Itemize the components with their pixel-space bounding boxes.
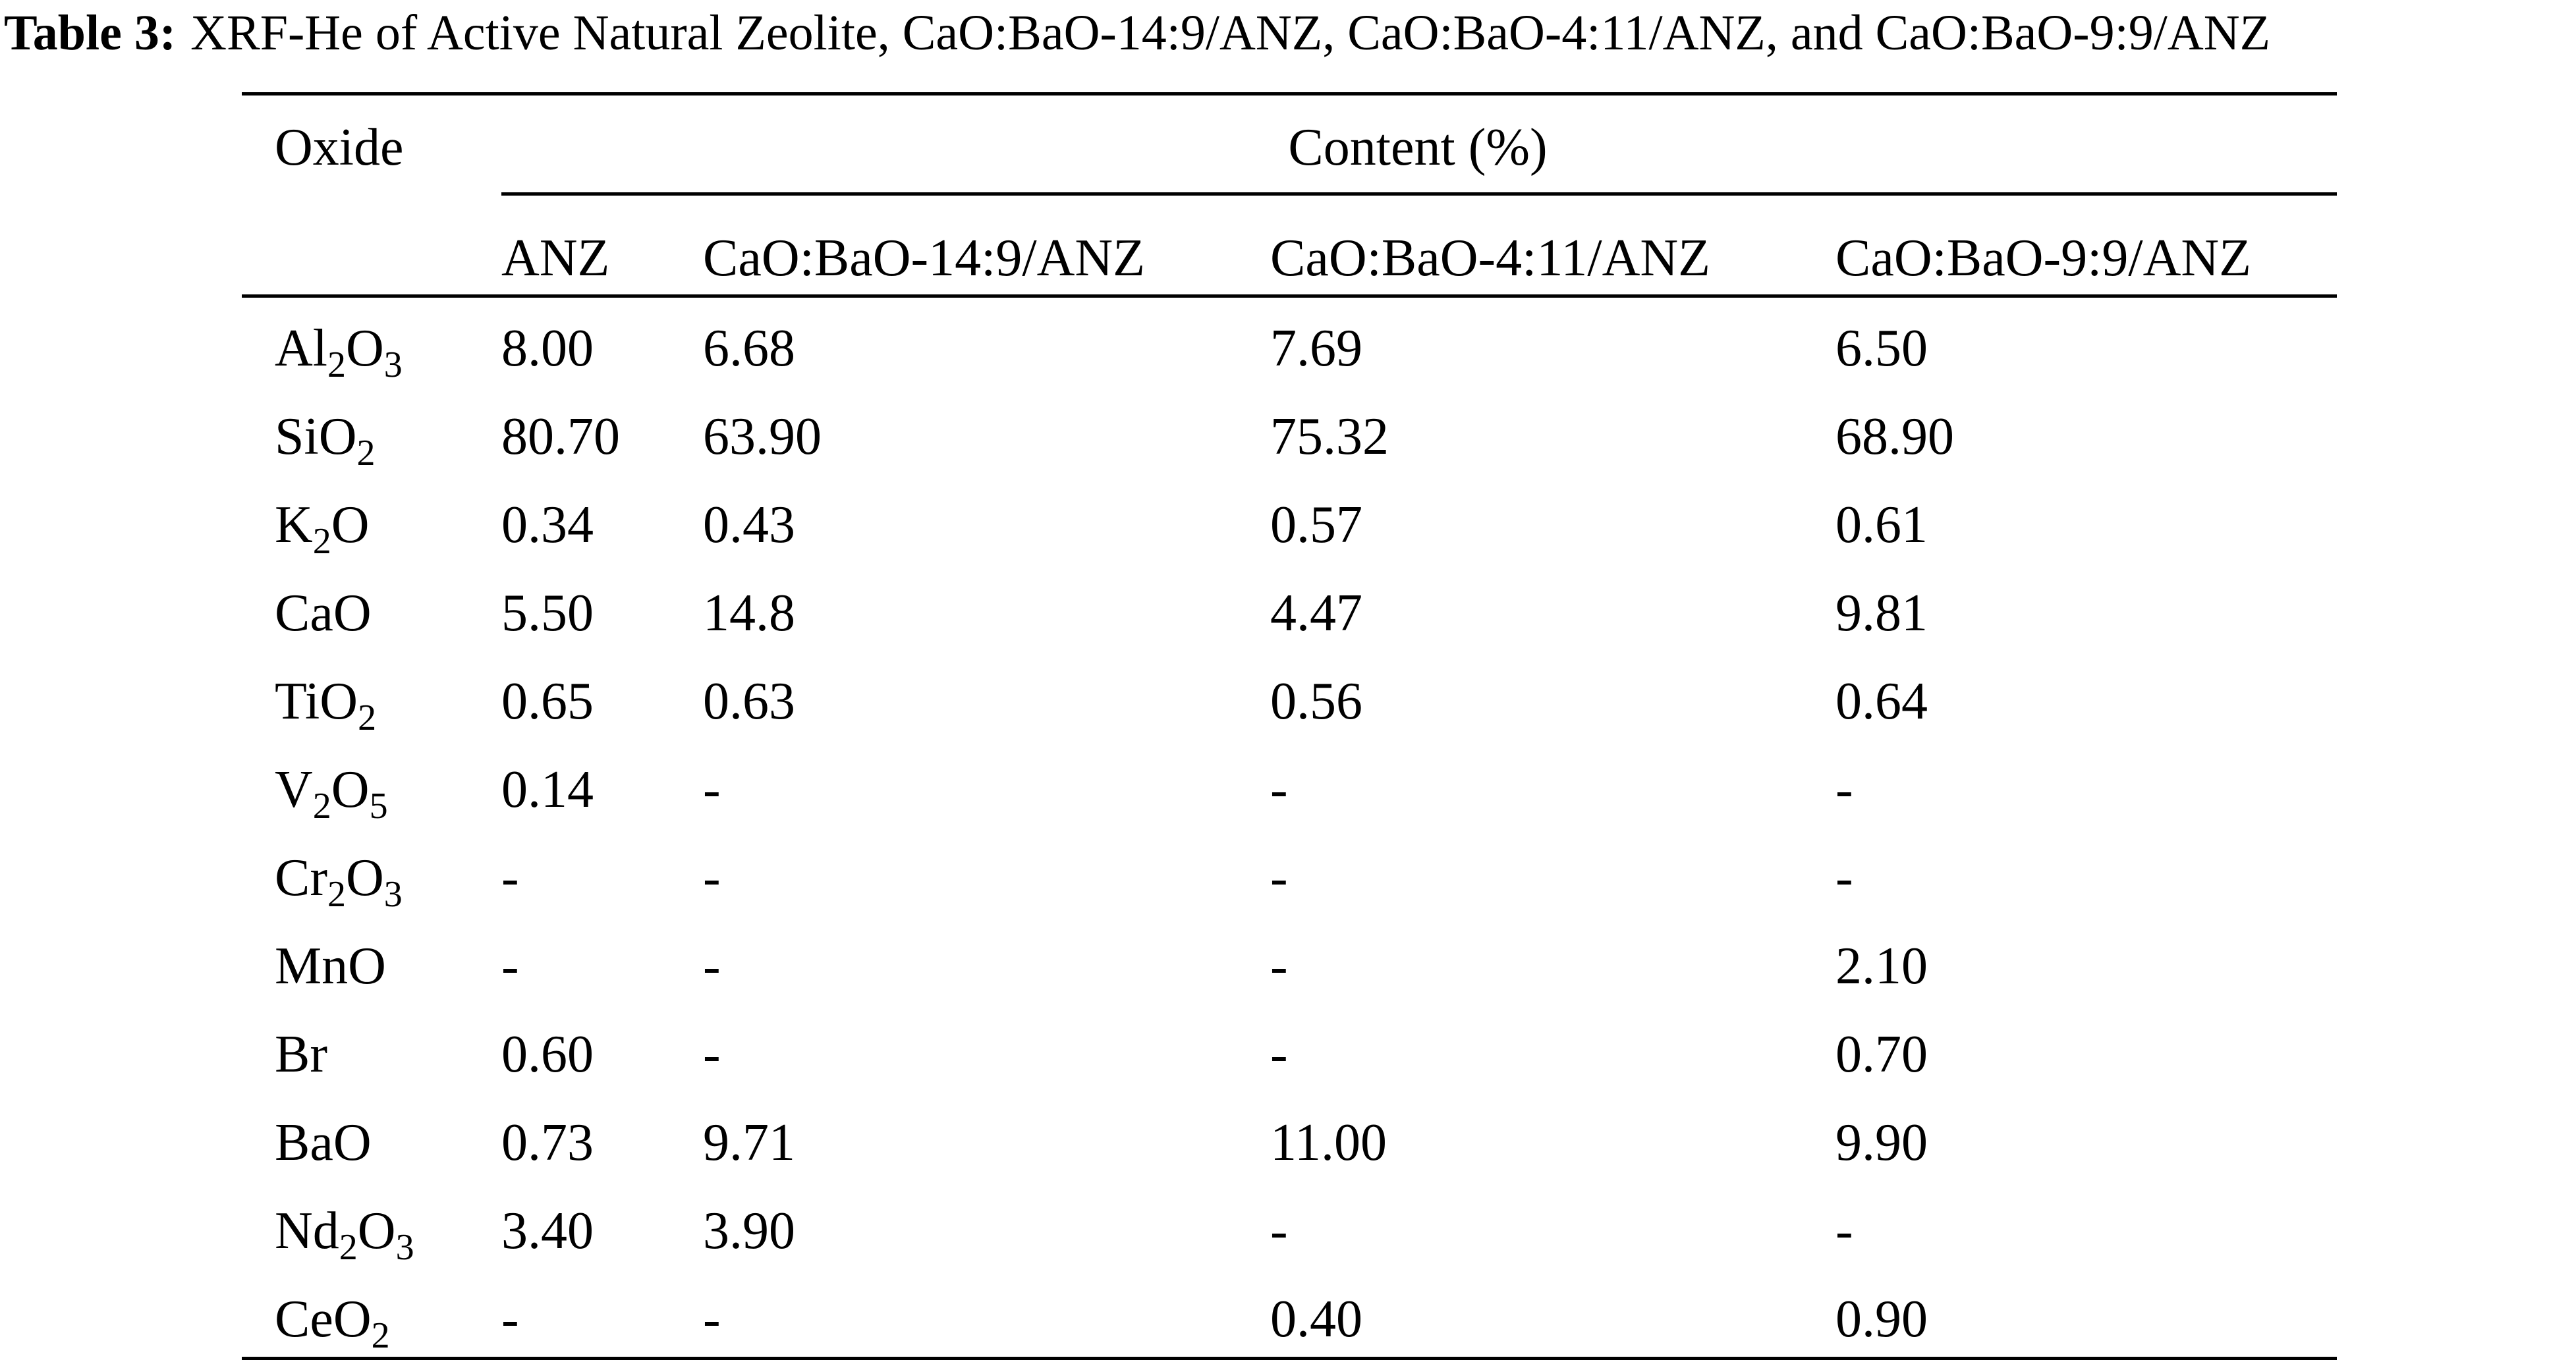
- top-rule: [242, 92, 2337, 95]
- value-cell: 0.60: [501, 1025, 594, 1083]
- oxide-cell: MnO: [275, 937, 386, 995]
- group-rule: [501, 192, 2337, 196]
- table-caption: Table 3: XRF-He of Active Natural Zeolite…: [4, 8, 2270, 58]
- oxide-cell: SiO2: [275, 408, 376, 474]
- value-cell: -: [1270, 937, 1288, 995]
- value-cell: -: [1835, 1202, 1853, 1260]
- value-cell: 0.43: [703, 496, 795, 554]
- value-cell: 5.50: [501, 584, 594, 642]
- column-header: CaO:BaO-14:9/ANZ: [703, 229, 1146, 287]
- value-cell: 3.90: [703, 1202, 795, 1260]
- value-cell: 0.70: [1835, 1025, 1928, 1083]
- value-cell: 0.40: [1270, 1290, 1362, 1348]
- oxide-cell: K2O: [275, 496, 370, 562]
- value-cell: -: [1835, 849, 1853, 907]
- oxide-cell: Nd2O3: [275, 1202, 414, 1268]
- oxide-cell: CeO2: [275, 1290, 390, 1356]
- oxide-cell: BaO: [275, 1114, 372, 1172]
- value-cell: 7.69: [1270, 319, 1362, 377]
- value-cell: 75.32: [1270, 408, 1389, 466]
- value-cell: -: [501, 937, 519, 995]
- value-cell: 0.56: [1270, 672, 1362, 730]
- value-cell: -: [1270, 849, 1288, 907]
- value-cell: 9.81: [1835, 584, 1928, 642]
- value-cell: 6.68: [703, 319, 795, 377]
- oxide-cell: TiO2: [275, 672, 377, 738]
- value-cell: -: [501, 1290, 519, 1348]
- oxide-cell: Br: [275, 1025, 327, 1083]
- group-header: Content (%): [1288, 119, 1548, 177]
- value-cell: 0.34: [501, 496, 594, 554]
- caption-label: Table 3:: [4, 5, 177, 61]
- value-cell: 2.10: [1835, 937, 1928, 995]
- value-cell: 0.65: [501, 672, 594, 730]
- value-cell: 9.71: [703, 1114, 795, 1172]
- value-cell: 6.50: [1835, 319, 1928, 377]
- value-cell: 4.47: [1270, 584, 1362, 642]
- value-cell: -: [703, 849, 721, 907]
- value-cell: -: [703, 1290, 721, 1348]
- value-cell: -: [501, 849, 519, 907]
- bottom-rule: [242, 1357, 2337, 1360]
- value-cell: -: [1270, 1025, 1288, 1083]
- value-cell: -: [703, 761, 721, 819]
- column-header: CaO:BaO-9:9/ANZ: [1835, 229, 2252, 287]
- oxide-cell: CaO: [275, 584, 372, 642]
- value-cell: -: [1270, 1202, 1288, 1260]
- header-rule: [242, 294, 2337, 298]
- value-cell: 68.90: [1835, 408, 1954, 466]
- value-cell: -: [1270, 761, 1288, 819]
- value-cell: 0.14: [501, 761, 594, 819]
- value-cell: 0.64: [1835, 672, 1928, 730]
- oxide-cell: V2O5: [275, 761, 388, 827]
- caption-text: XRF-He of Active Natural Zeolite, CaO:Ba…: [190, 5, 2271, 61]
- value-cell: 0.61: [1835, 496, 1928, 554]
- value-cell: 63.90: [703, 408, 822, 466]
- value-cell: 0.73: [501, 1114, 594, 1172]
- column-header: Oxide: [275, 119, 404, 177]
- value-cell: 11.00: [1270, 1114, 1387, 1172]
- value-cell: 14.8: [703, 584, 795, 642]
- value-cell: -: [703, 1025, 721, 1083]
- value-cell: -: [703, 937, 721, 995]
- value-cell: 0.90: [1835, 1290, 1928, 1348]
- value-cell: -: [1835, 761, 1853, 819]
- column-header: CaO:BaO-4:11/ANZ: [1270, 229, 1711, 287]
- value-cell: 9.90: [1835, 1114, 1928, 1172]
- value-cell: 3.40: [501, 1202, 594, 1260]
- oxide-cell: Cr2O3: [275, 849, 403, 915]
- value-cell: 8.00: [501, 319, 594, 377]
- oxide-cell: Al2O3: [275, 319, 403, 385]
- value-cell: 0.63: [703, 672, 795, 730]
- column-header: ANZ: [501, 229, 610, 287]
- value-cell: 0.57: [1270, 496, 1362, 554]
- value-cell: 80.70: [501, 408, 620, 466]
